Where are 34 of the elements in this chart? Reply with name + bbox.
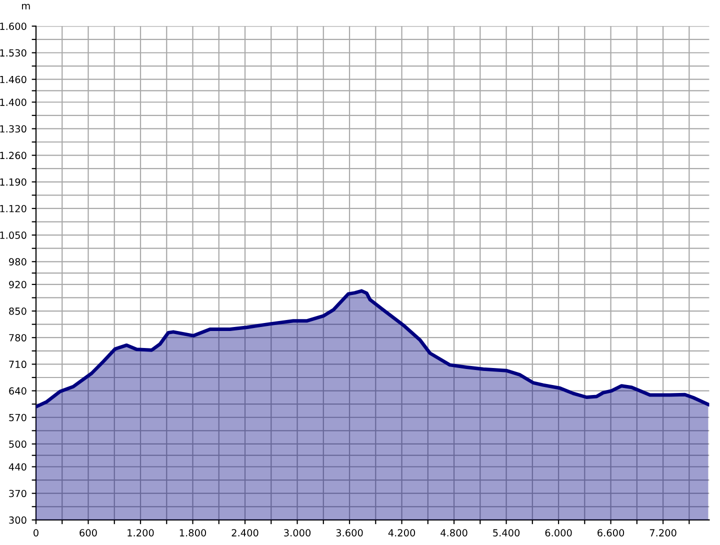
x-tick-label: 2.400 [232, 529, 258, 536]
y-tick-label: 980 [9, 258, 26, 266]
y-tick-label: 1.530 [0, 49, 26, 57]
x-tick-label: 3.600 [336, 529, 363, 536]
y-tick-label: 570 [9, 414, 26, 422]
y-tick-label: 920 [9, 280, 26, 288]
y-tick-label: 300 [9, 516, 26, 524]
y-tick-label: 780 [9, 334, 26, 342]
x-tick-label: 7.200 [650, 529, 676, 536]
y-tick-label: 640 [9, 387, 26, 395]
y-tick-label: 710 [9, 360, 26, 368]
y-tick-label: 1.460 [0, 76, 26, 84]
y-tick-label: 1.400 [0, 98, 26, 106]
x-tick-label: 6.600 [598, 529, 624, 536]
y-tick-label: 1.120 [0, 204, 26, 212]
y-tick-label: 1.330 [0, 125, 26, 133]
x-tick-label: 6.000 [545, 529, 572, 536]
y-tick-label: 370 [9, 490, 26, 498]
x-tick-label: 4.200 [388, 529, 416, 536]
y-tick-label: 1.600 [0, 22, 26, 30]
x-tick-label: 3.000 [284, 529, 311, 536]
y-tick-label: 500 [9, 440, 26, 448]
x-tick-label: 4.800 [440, 529, 468, 536]
x-tick-label: 1.800 [180, 529, 206, 536]
x-tick-label: 0 [34, 529, 38, 536]
x-tick-label: 1.200 [128, 529, 154, 536]
y-tick-label: 440 [8, 463, 26, 471]
y-tick-label: 1.260 [0, 152, 26, 160]
x-tick-label: 5.400 [493, 529, 520, 536]
y-axis-title: m [22, 4, 30, 10]
x-tick-label: 600 [80, 529, 97, 536]
y-tick-label: 1.050 [0, 232, 26, 239]
y-tick-label: 1.190 [0, 178, 26, 186]
y-tick-label: 850 [9, 308, 26, 315]
